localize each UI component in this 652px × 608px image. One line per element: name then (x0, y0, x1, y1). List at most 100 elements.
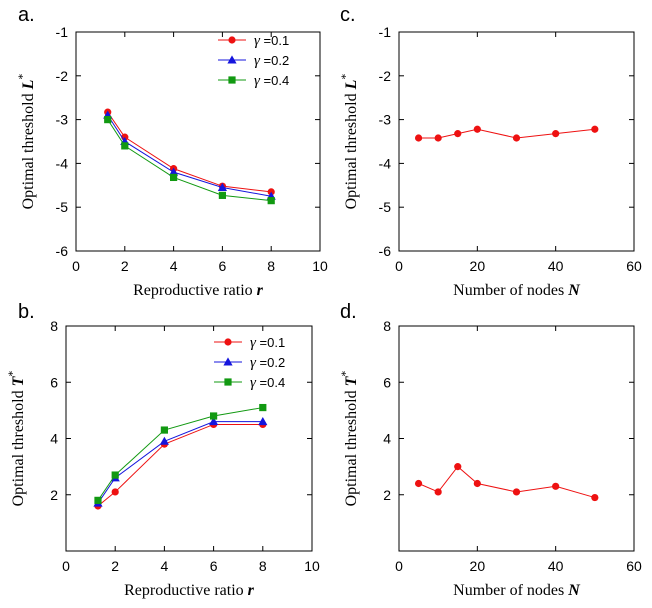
data-point (170, 173, 178, 182)
data-point (267, 197, 275, 205)
chart-panel: d. 0 20 40 60 2 4 6 8 Number of nodes N Optimal th… (338, 301, 642, 599)
y-tick-label: -1 (379, 24, 392, 40)
y-tick-label: -4 (56, 155, 69, 171)
data-point (591, 493, 599, 502)
y-tick-label: -5 (56, 199, 69, 215)
data-point (552, 482, 560, 490)
y-tick-label: -3 (56, 112, 69, 128)
panel-letter: d. (340, 301, 357, 323)
data-point (258, 417, 268, 426)
x-tick-label: 2 (121, 258, 129, 274)
x-axis-label: Number of nodes N (453, 282, 581, 299)
y-tick-label: -1 (56, 24, 69, 40)
data-series (414, 125, 599, 142)
y-tick-label: 4 (383, 431, 391, 447)
panel-letter: b. (18, 301, 35, 323)
data-series (93, 417, 268, 507)
series-line (107, 119, 272, 202)
chart-panel: c. 0 20 40 60 -6 -5 -4 -3 -2 -1 Number of nodes N Op… (338, 4, 642, 299)
y-tick-label: -2 (56, 68, 69, 84)
data-point (217, 182, 227, 191)
legend-marker (224, 378, 232, 386)
panel-letter: c. (340, 4, 356, 26)
data-point (512, 134, 521, 142)
data-series (104, 116, 275, 205)
y-tick-label: 6 (383, 374, 391, 390)
series-line (97, 423, 263, 507)
data-point (454, 130, 462, 138)
y-axis-label: Optimal threshold T* (338, 371, 360, 507)
legend: γ =0.1 γ =0.2 γ =0.4 (214, 335, 285, 391)
y-tick-label: 8 (383, 318, 391, 334)
y-axis-label: Optimal threshold L* (15, 74, 37, 210)
x-tick-label: 10 (312, 258, 328, 274)
chart-panel: a. 0 2 4 6 8 10 -6 -5 -4 -3 -2 -1 Reproductive ratio … (15, 4, 328, 299)
x-tick-label: 40 (548, 258, 564, 274)
series-line (418, 465, 595, 499)
data-point (414, 479, 423, 488)
x-tick-label: 4 (161, 558, 169, 574)
data-series (94, 420, 267, 510)
y-tick-label: -2 (379, 68, 392, 84)
data-point (218, 191, 226, 199)
panel-letter: a. (18, 4, 35, 26)
y-tick-label: 4 (50, 431, 58, 447)
y-tick-label: 2 (383, 487, 391, 503)
data-series (414, 463, 599, 502)
y-tick-label: 2 (50, 487, 58, 503)
plot-frame (398, 325, 635, 552)
data-series (94, 403, 267, 504)
x-tick-label: 20 (470, 558, 486, 574)
y-axis-label: Optimal threshold L* (338, 74, 360, 210)
data-point (160, 426, 168, 434)
series-line (418, 128, 595, 139)
y-tick-label: 6 (50, 374, 58, 390)
data-point (591, 125, 599, 133)
legend-label: γ =0.4 (254, 73, 289, 89)
legend-marker (224, 338, 232, 346)
y-tick-label: 8 (50, 318, 58, 334)
data-point (552, 130, 560, 138)
legend-marker (227, 55, 237, 64)
legend-marker (228, 36, 236, 44)
x-tick-label: 60 (626, 258, 642, 274)
data-point (121, 142, 129, 150)
x-tick-label: 0 (72, 258, 80, 274)
x-tick-label: 6 (210, 558, 218, 574)
y-tick-label: -3 (379, 112, 392, 128)
series-line (107, 111, 272, 193)
legend-label: γ =0.4 (250, 375, 285, 391)
legend-marker (223, 357, 233, 366)
x-axis-label: Reproductive ratio r (124, 582, 255, 599)
data-point (454, 463, 462, 471)
x-tick-label: 0 (395, 258, 403, 274)
y-tick-label: -5 (379, 199, 392, 215)
data-point (512, 488, 521, 496)
y-tick-label: -6 (56, 243, 69, 259)
x-tick-label: 8 (259, 558, 267, 574)
plot-frame (75, 31, 321, 252)
legend-label: γ =0.2 (254, 53, 289, 69)
legend: γ =0.1 γ =0.2 γ =0.4 (218, 33, 289, 89)
x-tick-label: 60 (626, 558, 642, 574)
data-point (94, 496, 102, 504)
data-point (111, 488, 119, 496)
plot-frame (398, 31, 635, 252)
series-line (107, 114, 272, 197)
x-tick-label: 0 (62, 558, 70, 574)
data-point (169, 167, 179, 176)
x-tick-label: 8 (267, 258, 275, 274)
series-line (97, 421, 263, 504)
data-point (434, 488, 442, 496)
x-axis-label: Reproductive ratio r (133, 282, 264, 299)
data-point (209, 417, 219, 426)
x-tick-label: 40 (548, 558, 564, 574)
data-point (210, 412, 218, 420)
data-series (104, 108, 275, 196)
x-axis-label: Number of nodes N (453, 582, 581, 599)
data-series (103, 110, 276, 200)
data-point (104, 116, 112, 124)
legend-marker (228, 76, 236, 84)
